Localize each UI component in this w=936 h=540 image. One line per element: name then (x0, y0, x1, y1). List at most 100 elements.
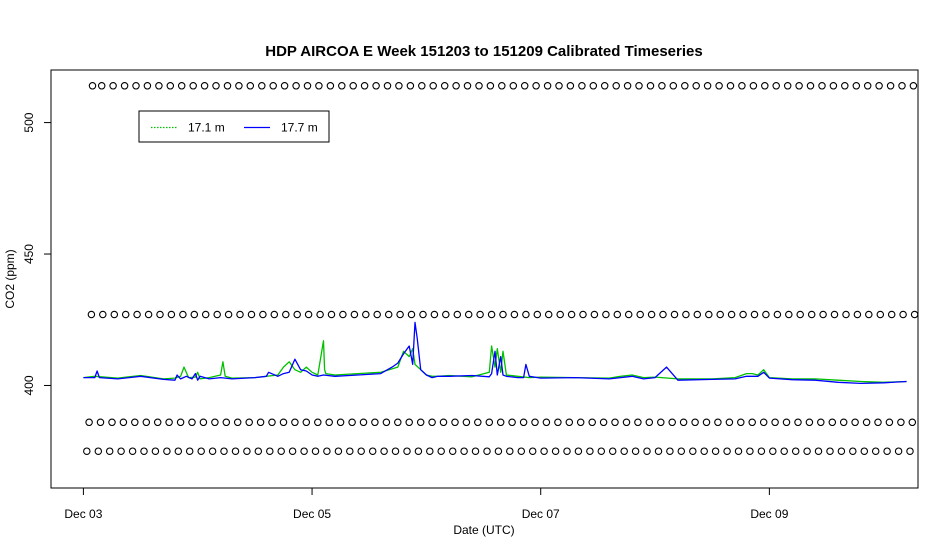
calibration-point (83, 447, 91, 455)
calibration-point (574, 447, 583, 455)
calibration-point (346, 447, 354, 455)
calibration-point (304, 310, 313, 319)
calibration-point (85, 418, 93, 427)
calibration-point (395, 82, 403, 90)
calibration-point (506, 447, 514, 455)
calibration-point (132, 82, 140, 90)
calibration-point (566, 82, 575, 90)
calibration-point (315, 82, 323, 90)
calibration-point (243, 447, 251, 455)
calibration-point (418, 82, 426, 90)
calibration-point (658, 82, 666, 90)
calibration-point (99, 310, 107, 319)
calibration-point (910, 310, 919, 319)
calibration-point (258, 82, 266, 90)
calibration-point (223, 82, 232, 90)
calibration-point (303, 82, 312, 90)
calibration-point (734, 447, 743, 455)
calibration-point (177, 82, 186, 90)
calibration-point (189, 82, 197, 90)
calibration-point (681, 82, 689, 90)
calibration-point (772, 82, 780, 90)
calibration-point (394, 418, 402, 427)
calibration-point (277, 447, 285, 455)
calibration-point (185, 447, 194, 455)
calibration-point (612, 82, 620, 90)
calibration-point (280, 82, 289, 90)
calibration-point (405, 418, 413, 427)
calibration-point (533, 310, 542, 319)
calibration-point (739, 310, 747, 319)
calibration-point (726, 82, 735, 90)
calibration-point (725, 418, 734, 427)
calibration-point (498, 82, 506, 90)
y-tick-label: 500 (22, 112, 36, 132)
calibration-point (87, 310, 96, 319)
calibration-point (807, 310, 816, 319)
calibration-point (769, 447, 777, 455)
calibration-point (326, 82, 335, 90)
calibration-point (517, 447, 526, 455)
calibration-point (565, 418, 574, 427)
calibration-point (460, 447, 468, 455)
calibration-point (256, 418, 265, 427)
calibration-point (440, 82, 449, 90)
calibration-point (119, 418, 128, 427)
legend-box (138, 110, 330, 143)
calibration-point (496, 418, 505, 427)
calibration-point (647, 310, 656, 319)
calibration-point (659, 310, 667, 319)
calibration-point (494, 447, 503, 455)
calibration-point (578, 82, 586, 90)
calibration-point (794, 418, 802, 427)
calibration-point (279, 418, 288, 427)
calibration-point (828, 418, 837, 427)
calibration-point (817, 418, 825, 427)
calibration-point (750, 310, 759, 319)
calibration-point (224, 310, 233, 319)
calibration-point (174, 447, 183, 455)
calibration-point (761, 82, 769, 90)
calibration-point (360, 82, 369, 90)
calibration-point (143, 82, 152, 90)
legend-label: 17.1 m (188, 121, 225, 135)
calibration-point (463, 82, 472, 90)
calibration-point (599, 418, 608, 427)
calibration-point (199, 418, 208, 427)
calibration-point (702, 418, 711, 427)
calibration-point (499, 310, 507, 319)
calibration-point (839, 418, 848, 427)
calibration-point (442, 310, 450, 319)
calibration-point (302, 418, 311, 427)
calibration-point (762, 310, 770, 319)
calibration-point (885, 418, 894, 427)
calibration-point (613, 310, 622, 319)
calibration-point (600, 82, 609, 90)
y-tick-label: 400 (22, 375, 36, 395)
calibration-point (391, 447, 400, 455)
calibration-point (462, 418, 471, 427)
calibration-point (163, 447, 171, 455)
x-axis-title: Date (UTC) (453, 523, 514, 537)
calibration-point (487, 310, 496, 319)
calibration-point (773, 310, 782, 319)
calibration-point (105, 447, 114, 455)
calibration-point (451, 418, 459, 427)
legend-label: 17.7 m (281, 121, 318, 135)
calibration-point (590, 310, 599, 319)
calibration-point (654, 447, 663, 455)
series-line (83, 340, 907, 383)
calibration-point (483, 447, 491, 455)
calibration-point (700, 447, 708, 455)
calibration-point (853, 310, 862, 319)
calibration-point (611, 418, 619, 427)
calibration-point (197, 447, 205, 455)
calibration-point (886, 82, 895, 90)
calibration-point (510, 310, 519, 319)
calibration-point (705, 310, 713, 319)
calibration-point (909, 82, 918, 90)
calibration-point (362, 310, 370, 319)
calibration-point (231, 447, 240, 455)
chart-title: HDP AIRCOA E Week 151203 to 151209 Calib… (265, 43, 702, 60)
